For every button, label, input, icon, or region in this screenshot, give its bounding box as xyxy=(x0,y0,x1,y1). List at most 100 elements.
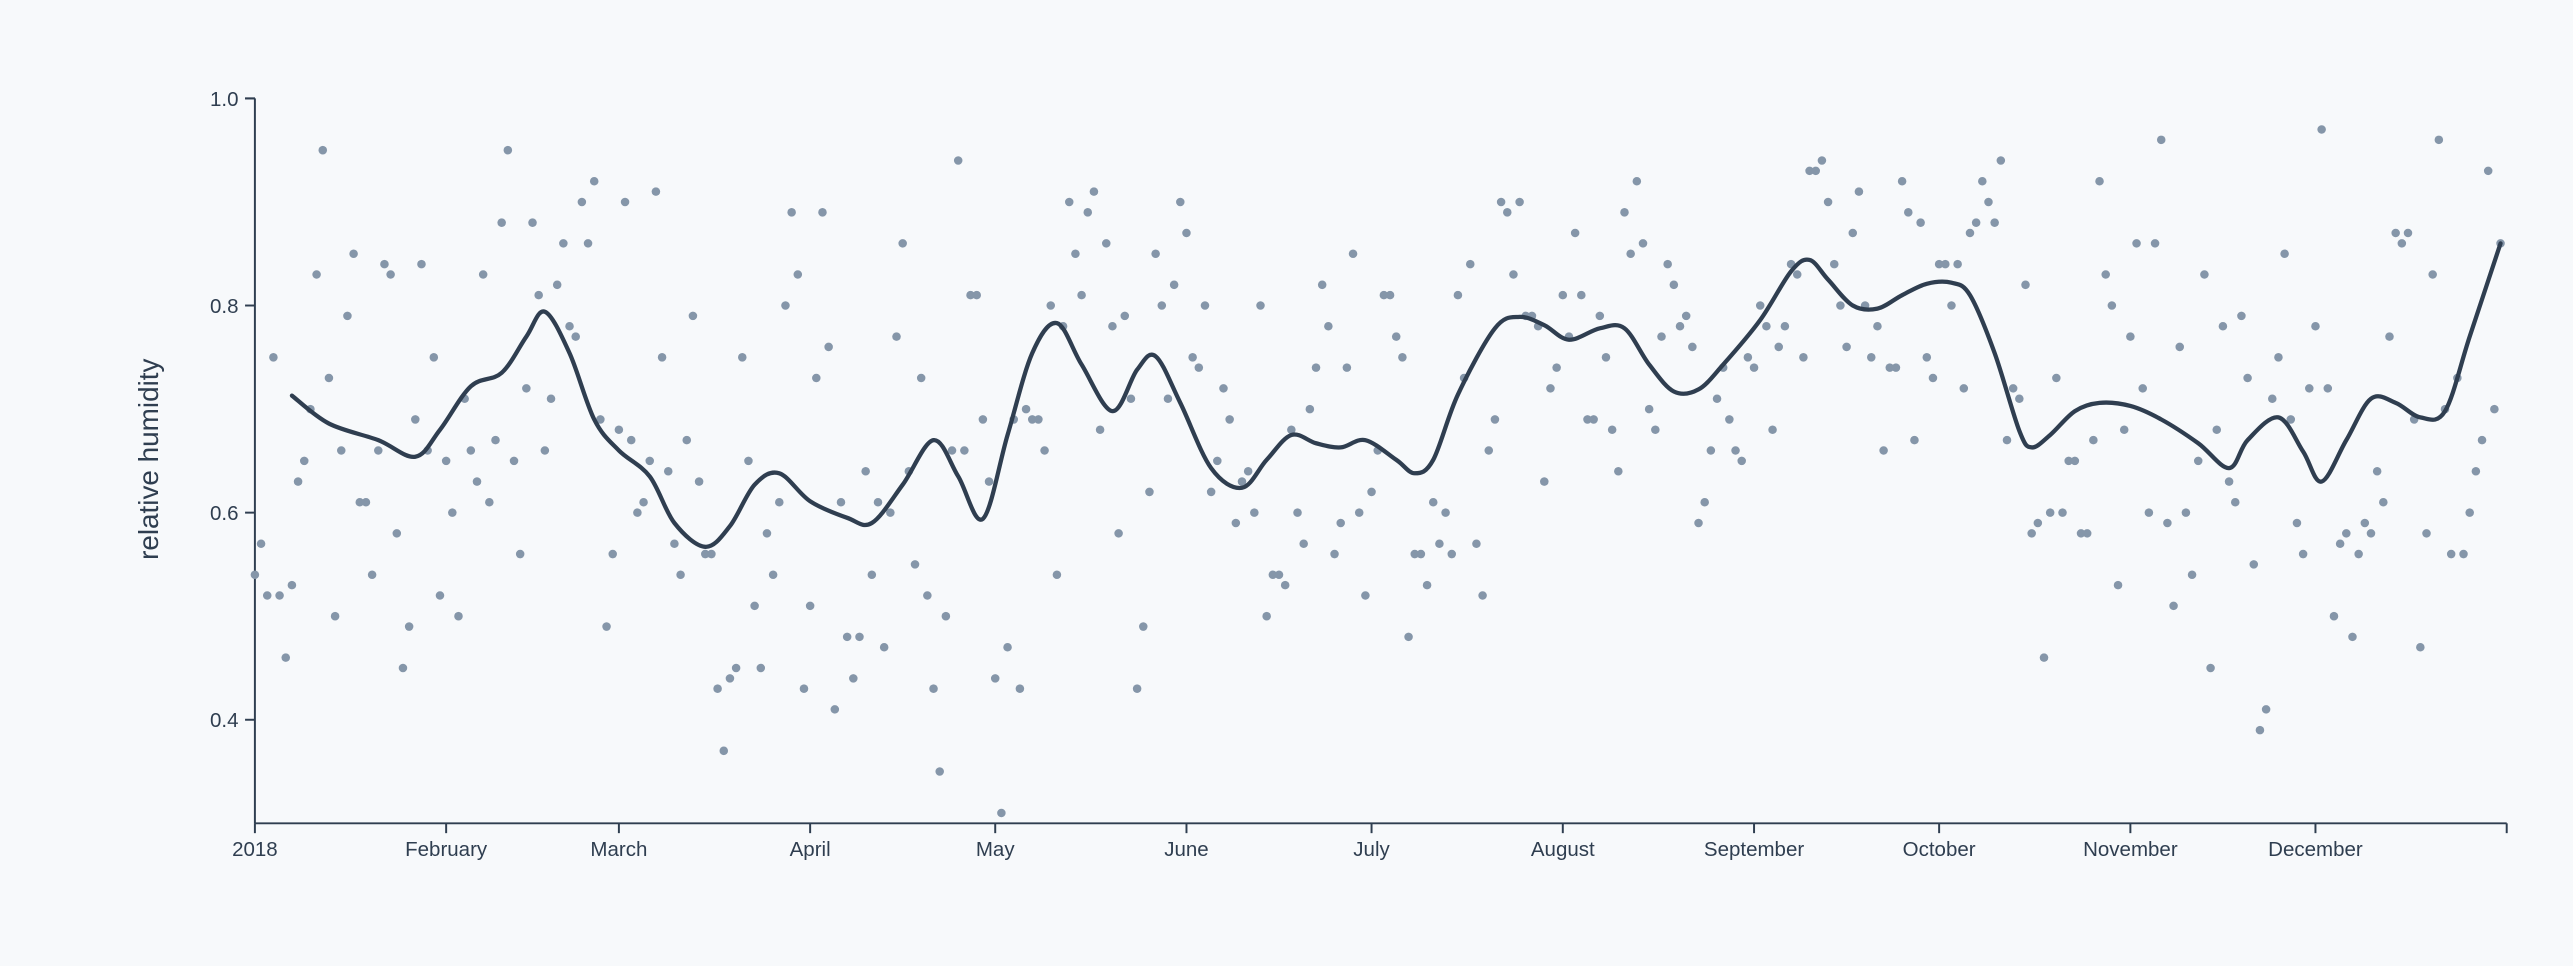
data-point xyxy=(2144,508,2154,517)
data-point xyxy=(2471,466,2481,476)
data-point xyxy=(565,321,574,331)
data-point xyxy=(1280,580,1290,590)
data-point xyxy=(281,653,291,662)
data-point xyxy=(1287,425,1296,435)
data-point xyxy=(1361,591,1370,600)
data-point xyxy=(1657,332,1666,341)
data-point xyxy=(2372,466,2382,476)
data-point xyxy=(1755,301,1765,310)
data-point xyxy=(713,684,722,693)
data-point xyxy=(1342,363,1352,372)
data-point xyxy=(404,622,414,631)
data-point xyxy=(1052,570,1062,580)
data-point xyxy=(2274,353,2283,362)
data-point xyxy=(2169,601,2178,611)
data-point xyxy=(349,249,358,259)
data-point xyxy=(1577,290,1586,300)
data-point xyxy=(1638,239,1648,248)
data-point xyxy=(380,259,389,269)
data-point xyxy=(1194,363,1204,372)
data-point xyxy=(1453,290,1463,300)
data-point xyxy=(1922,353,1932,362)
x-tick-label: April xyxy=(790,838,831,861)
data-point xyxy=(1404,632,1413,642)
data-point xyxy=(2298,549,2308,559)
data-point xyxy=(503,145,513,155)
data-point xyxy=(2045,508,2055,517)
data-point xyxy=(2181,508,2191,517)
data-point xyxy=(614,425,624,435)
data-point xyxy=(2156,135,2166,145)
data-point xyxy=(275,591,284,600)
data-point xyxy=(1114,529,1123,538)
data-point xyxy=(984,477,994,486)
data-point xyxy=(1854,187,1864,196)
data-point xyxy=(2230,498,2240,507)
data-point xyxy=(1546,384,1555,393)
data-point xyxy=(1595,311,1605,321)
x-tick-label: March xyxy=(590,838,647,861)
data-point xyxy=(812,373,821,383)
data-point xyxy=(478,270,488,279)
x-tick-label: June xyxy=(1164,838,1208,861)
data-point xyxy=(1102,239,1111,248)
data-point xyxy=(2021,280,2030,290)
data-point xyxy=(1299,539,1308,548)
data-point xyxy=(694,477,704,486)
data-point xyxy=(910,560,920,569)
data-point xyxy=(620,197,630,207)
data-point xyxy=(571,332,580,341)
data-point xyxy=(997,808,1006,818)
data-point xyxy=(1817,156,1827,165)
data-point xyxy=(2317,125,2326,134)
data-point xyxy=(411,415,420,424)
data-point xyxy=(2033,518,2043,528)
data-point xyxy=(1688,342,1697,352)
data-point xyxy=(2126,332,2135,341)
data-point xyxy=(793,270,803,279)
data-point xyxy=(1077,290,1086,300)
x-tick-label: July xyxy=(1353,838,1390,861)
data-point xyxy=(367,570,377,580)
data-point xyxy=(2200,270,2209,279)
data-point xyxy=(1873,321,1882,331)
data-point xyxy=(990,674,1000,683)
data-point xyxy=(1934,259,1944,269)
data-point xyxy=(2039,653,2049,662)
data-point xyxy=(873,498,883,507)
data-point xyxy=(935,767,944,776)
data-point xyxy=(1632,176,1642,186)
data-point xyxy=(417,259,426,269)
data-point xyxy=(1046,301,1056,310)
data-point xyxy=(676,570,685,580)
data-point xyxy=(1540,477,1549,486)
data-point xyxy=(2428,270,2437,279)
data-point xyxy=(256,539,266,548)
data-point xyxy=(731,663,741,673)
data-point xyxy=(1947,301,1956,310)
data-point xyxy=(1805,166,1814,176)
data-point xyxy=(842,632,852,642)
data-point xyxy=(509,456,519,466)
data-point xyxy=(2416,643,2425,652)
data-point xyxy=(2082,529,2092,538)
data-point xyxy=(1749,363,1759,372)
data-point xyxy=(707,549,716,559)
data-point xyxy=(250,570,260,580)
data-point xyxy=(1799,353,1808,362)
data-point xyxy=(1367,487,1376,497)
data-point xyxy=(1829,259,1839,269)
data-point xyxy=(485,498,494,507)
data-point xyxy=(2076,529,2086,538)
data-point xyxy=(312,270,321,279)
data-point xyxy=(1971,218,1981,227)
y-axis-label: relative humidity xyxy=(133,358,164,559)
data-point xyxy=(1274,570,1284,580)
x-tick-label: May xyxy=(976,838,1015,861)
data-point xyxy=(781,301,790,310)
data-point xyxy=(836,498,846,507)
data-point xyxy=(1243,466,1253,476)
data-point xyxy=(960,446,969,455)
data-point xyxy=(1897,176,1907,186)
